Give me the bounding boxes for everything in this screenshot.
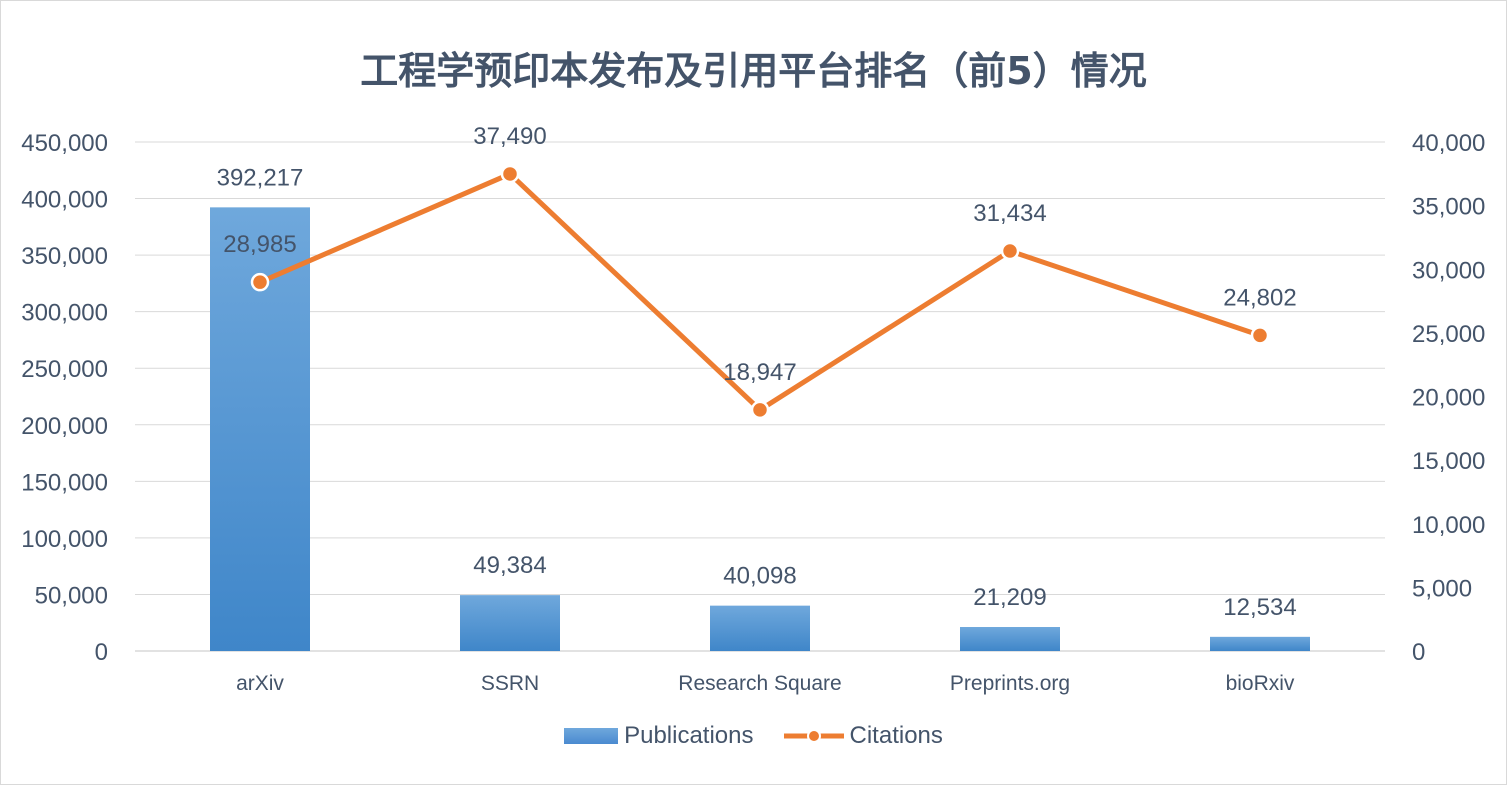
left-axis-tick-label: 450,000: [21, 130, 108, 157]
right-axis-tick-label: 40,000: [1412, 130, 1485, 157]
publications-data-label: 21,209: [973, 584, 1046, 611]
left-axis-tick-label: 0: [95, 639, 108, 666]
legend-line-swatch: [783, 729, 844, 743]
publications-bar: [960, 627, 1060, 651]
category-label: Research Square: [678, 672, 841, 695]
publications-data-label: 12,534: [1223, 594, 1296, 621]
citations-point: [750, 400, 770, 420]
left-axis-tick-label: 300,000: [21, 300, 108, 327]
right-axis-tick-label: 25,000: [1412, 321, 1485, 348]
legend-item-citations: Citations: [783, 722, 943, 750]
citations-point: [1000, 241, 1020, 261]
right-axis-tick-label: 5,000: [1412, 575, 1472, 602]
publications-bar: [460, 595, 560, 651]
citations-point: [250, 272, 270, 292]
legend-label-citations: Citations: [849, 722, 943, 749]
publications-data-label: 40,098: [723, 563, 796, 590]
left-axis-tick-label: 250,000: [21, 356, 108, 383]
publications-data-label: 49,384: [473, 552, 546, 579]
left-axis-tick-label: 400,000: [21, 187, 108, 214]
right-axis-tick-label: 15,000: [1412, 448, 1485, 475]
legend: Publications Citations: [0, 722, 1507, 750]
citations-data-label: 37,490: [473, 123, 546, 150]
left-axis-tick-label: 50,000: [35, 582, 108, 609]
right-axis-tick-label: 35,000: [1412, 194, 1485, 221]
citations-point: [1250, 326, 1270, 345]
right-axis-tick-label: 20,000: [1412, 385, 1485, 412]
right-axis-tick-label: 10,000: [1412, 512, 1485, 539]
right-axis-tick-label: 0: [1412, 639, 1425, 666]
citations-data-label: 28,985: [223, 231, 296, 258]
legend-label-publications: Publications: [624, 722, 754, 749]
category-label: SSRN: [481, 672, 539, 695]
category-label: Preprints.org: [950, 672, 1070, 695]
axes: 0 50,000 100,000 150,000 200,000 250,000 300,0…: [21, 130, 1485, 695]
publications-bars: [210, 207, 1310, 651]
publications-data-label: 392,217: [217, 164, 304, 191]
publications-bar: [1210, 636, 1310, 651]
left-axis-tick-label: 150,000: [21, 469, 108, 496]
category-label: arXiv: [236, 672, 284, 695]
legend-item-publications: Publications: [564, 722, 754, 750]
citations-line: [250, 164, 1270, 420]
citations-data-label: 18,947: [723, 359, 796, 386]
right-axis-tick-label: 30,000: [1412, 257, 1485, 284]
left-axis-tick-label: 200,000: [21, 413, 108, 440]
category-label: bioRxiv: [1226, 672, 1295, 695]
chart-title: 工程学预印本发布及引用平台排名（前5）情况: [360, 49, 1147, 93]
left-axis-tick-label: 350,000: [21, 243, 108, 270]
citations-data-label: 24,802: [1223, 284, 1296, 311]
data-labels: 392,217 49,384 40,098 21,209 12,534 28,985 37,…: [217, 123, 1297, 621]
gridlines: [135, 141, 1385, 652]
citations-data-label: 31,434: [973, 200, 1046, 227]
left-axis-tick-label: 100,000: [21, 526, 108, 553]
legend-bar-swatch: [564, 728, 619, 744]
publications-bar: [710, 605, 810, 651]
citations-point: [500, 164, 520, 184]
